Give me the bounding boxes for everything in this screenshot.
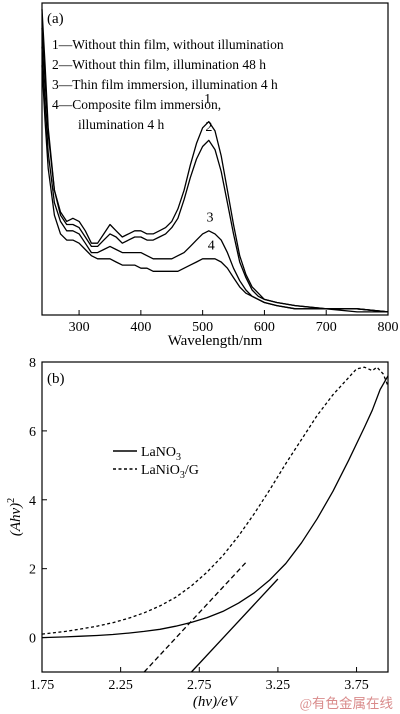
- panel-b-ticks: 1.75 2.25 2.75 3.25 3.75 0 2 4 6 8: [29, 356, 369, 693]
- watermark: @有色金属在线: [300, 695, 393, 711]
- panel-b-letter: (b): [47, 371, 65, 387]
- legend-label-lano3-base: LaNO: [141, 445, 176, 460]
- panel-a-legend-line-1: 1—Without thin film, without illuminatio…: [52, 37, 284, 52]
- panel-b-x-tick-label-1.75: 1.75: [30, 678, 55, 693]
- panel-a-frame: [41, 2, 389, 316]
- panel-a: (a) 1—Without thin film, without illumin…: [41, 2, 399, 349]
- panel-a-letter: (a): [47, 11, 64, 27]
- legend-label-lano3-sub: 3: [176, 452, 181, 463]
- panel-b-x-tick-label-3.75: 3.75: [344, 678, 369, 693]
- panel-a-x-ticks: 300 400 500 600 700 800: [69, 310, 399, 335]
- panel-b-tangent-1: [143, 561, 247, 673]
- panel-a-curve-labels: 1 2 3 4: [204, 92, 215, 254]
- panel-a-curve-label-3: 3: [207, 210, 214, 225]
- panel-b-curves: [41, 366, 389, 673]
- panel-a-curve-label-2: 2: [205, 120, 212, 135]
- panel-b-frame: [41, 361, 389, 673]
- panel-b-y-tick-label-0: 0: [29, 632, 36, 647]
- panel-b-tangent-2: [190, 578, 279, 673]
- panel-a-legend-line-5: illumination 4 h: [78, 117, 164, 132]
- panel-b-x-tick-label-2.75: 2.75: [187, 678, 212, 693]
- panel-a-x-tick-label-500: 500: [192, 320, 213, 335]
- panel-a-legend: 1—Without thin film, without illuminatio…: [52, 37, 284, 132]
- panel-a-legend-line-4: 4—Composite film immersion,: [52, 97, 221, 112]
- legend-label-lanio3g-after: /G: [185, 463, 199, 478]
- panel-b-x-axis-label: (hv)/eV: [193, 694, 239, 710]
- panel-a-x-tick-label-600: 600: [254, 320, 275, 335]
- legend-label-lanio3g: LaNiO3/G: [141, 463, 199, 481]
- panel-a-x-axis-label: Wavelength/nm: [168, 333, 263, 349]
- panel-a-legend-line-2: 2—Without thin film, illumination 48 h: [52, 57, 266, 72]
- panel-a-curves: [41, 9, 389, 313]
- panel-b-y-axis-label-sup: 2: [6, 498, 17, 503]
- panel-a-x-tick-label-300: 300: [69, 320, 90, 335]
- panel-b-series-lanio3-g: [41, 366, 389, 635]
- panel-b-y-tick-label-4: 4: [29, 494, 36, 509]
- legend-label-lanio3g-base: LaNiO: [141, 463, 180, 478]
- panel-a-curve-label-4: 4: [208, 238, 215, 253]
- panel-a-series-1: [41, 9, 389, 313]
- panel-b-y-tick-label-2: 2: [29, 563, 36, 578]
- panel-a-series-2: [41, 27, 389, 313]
- panel-a-x-tick-label-800: 800: [378, 320, 399, 335]
- legend-label-lano3: LaNO3: [141, 445, 181, 463]
- panel-b-y-axis-label: (Ahv)2: [6, 498, 24, 536]
- panel-a-x-tick-label-400: 400: [130, 320, 151, 335]
- panel-a-legend-line-3: 3—Thin film immersion, illumination 4 h: [52, 77, 278, 92]
- panel-b-y-axis-label-base: (Ahv): [8, 503, 24, 536]
- panel-b-series-lano3: [41, 375, 389, 639]
- panel-b-y-tick-label-6: 6: [29, 425, 36, 440]
- panel-b-y-tick-label-8: 8: [29, 356, 36, 371]
- panel-b-x-tick-label-2.25: 2.25: [108, 678, 133, 693]
- panel-b-legend: LaNO3 LaNiO3/G: [113, 445, 199, 481]
- legend-label-lanio3g-sub: 3: [180, 470, 185, 481]
- panel-b-x-tick-label-3.25: 3.25: [266, 678, 291, 693]
- panel-a-curve-label-1: 1: [204, 92, 211, 107]
- panel-a-x-tick-label-700: 700: [316, 320, 337, 335]
- panel-a-series-4: [41, 65, 388, 313]
